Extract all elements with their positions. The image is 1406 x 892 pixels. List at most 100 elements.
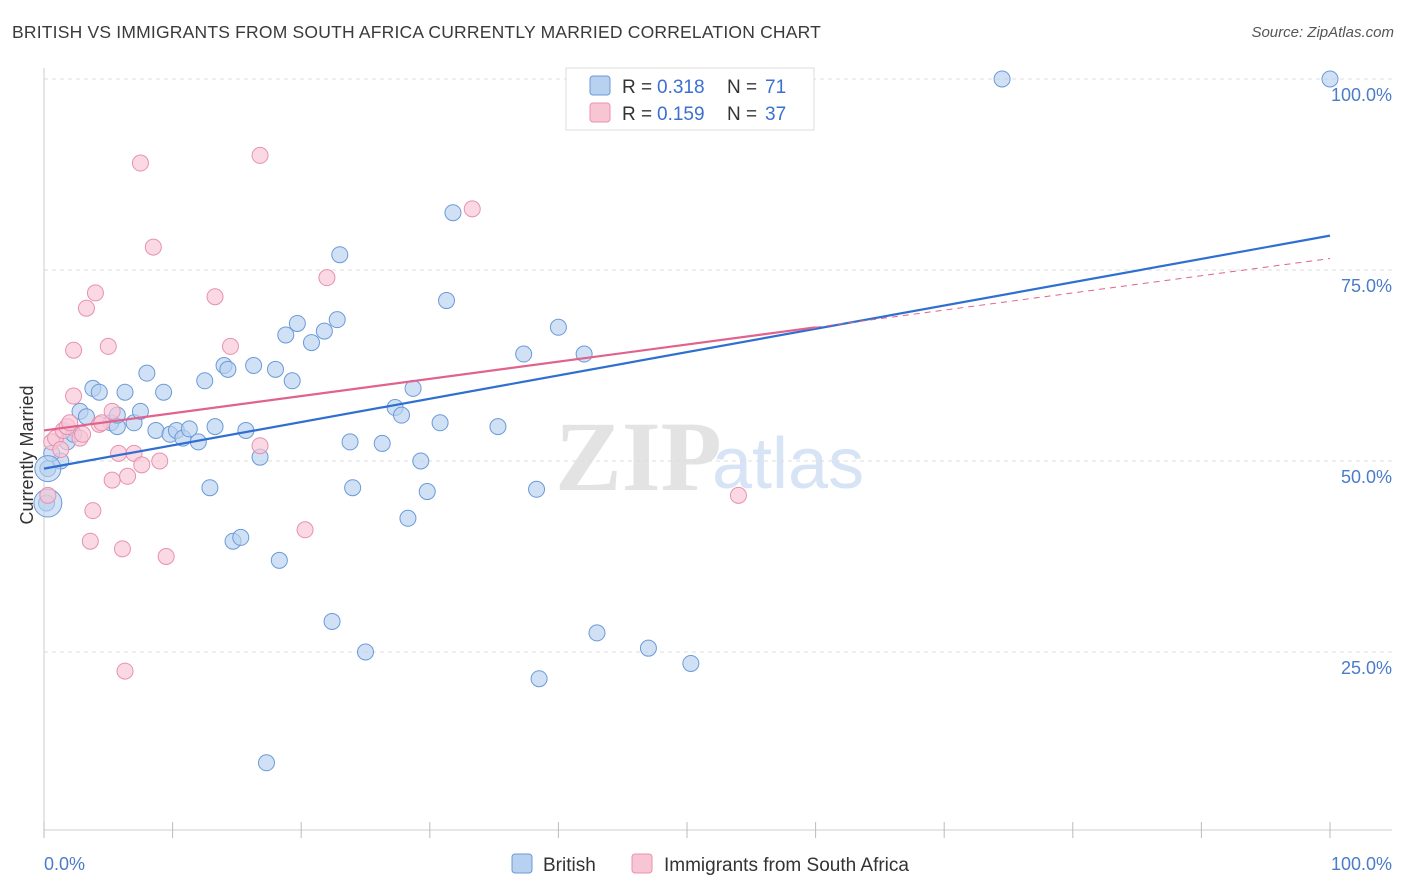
legend-n-value-south-africa: 37 xyxy=(765,104,786,125)
y-axis-title: Currently Married xyxy=(17,385,37,524)
y-tick-label: 25.0% xyxy=(1341,658,1392,678)
british-point xyxy=(201,479,219,497)
series-legend-label-south-africa: Immigrants from South Africa xyxy=(664,855,909,876)
british-point xyxy=(549,318,567,336)
british-point xyxy=(219,360,237,378)
british-point xyxy=(588,624,606,642)
british-point xyxy=(266,360,284,378)
south-africa-point xyxy=(144,238,162,256)
south-africa-trendline xyxy=(43,326,816,432)
british-point xyxy=(138,364,156,382)
south-africa-point xyxy=(119,467,137,485)
british-point xyxy=(393,406,411,424)
south-africa-point xyxy=(113,540,131,558)
correlation-legend: R = 0.318 N = 71 R = 0.159 N = 37 xyxy=(565,67,815,131)
y-tick-label: 100.0% xyxy=(1331,85,1392,105)
south-africa-trendline-extension xyxy=(815,258,1331,328)
british-point xyxy=(257,754,275,772)
british-point xyxy=(131,402,149,420)
british-point xyxy=(270,551,288,569)
south-africa-point xyxy=(318,269,336,287)
british-point xyxy=(323,612,341,630)
series-legend-label-british: British xyxy=(543,855,596,876)
south-africa-point xyxy=(729,486,747,504)
british-point xyxy=(438,292,456,310)
south-africa-point xyxy=(65,341,83,359)
south-africa-point xyxy=(65,387,83,405)
series-legend: British Immigrants from South Africa xyxy=(511,853,909,876)
british-point xyxy=(1321,70,1339,88)
legend-n-label-south-africa: N = xyxy=(727,104,757,125)
legend-r-value-south-africa: 0.159 xyxy=(657,104,705,125)
y-tick-label: 75.0% xyxy=(1341,276,1392,296)
legend-r-label-british: R = xyxy=(622,77,652,98)
watermark: ZIP atlas xyxy=(555,401,864,512)
south-africa-point xyxy=(296,521,314,539)
legend-swatch-british xyxy=(589,75,611,96)
british-point xyxy=(90,383,108,401)
british-point xyxy=(206,418,224,436)
south-africa-point xyxy=(151,452,169,470)
british-point xyxy=(357,643,374,661)
x-ticks xyxy=(43,822,1331,838)
south-africa-point xyxy=(116,662,134,680)
x-tick-label-max: 100.0% xyxy=(1331,854,1392,874)
british-point xyxy=(196,372,214,390)
south-africa-point xyxy=(157,548,175,565)
british-point xyxy=(418,483,436,501)
south-africa-point xyxy=(251,437,269,455)
british-point xyxy=(993,70,1011,88)
south-africa-point xyxy=(206,288,224,306)
british-point xyxy=(489,418,507,436)
south-africa-point xyxy=(131,154,149,172)
legend-n-label-british: N = xyxy=(727,77,757,98)
british-point xyxy=(682,654,700,672)
british-point xyxy=(444,204,462,222)
british-point xyxy=(283,372,301,390)
legend-r-label-south-africa: R = xyxy=(622,104,652,125)
axes xyxy=(43,68,1392,831)
south-africa-point xyxy=(86,284,104,302)
south-africa-point xyxy=(52,441,70,459)
south-africa-point xyxy=(81,532,99,550)
south-africa-point xyxy=(221,337,239,355)
british-point xyxy=(639,639,657,657)
south-africa-point xyxy=(99,337,117,355)
british-point xyxy=(530,670,548,688)
south-africa-point xyxy=(84,502,102,520)
chart-title: BRITISH VS IMMIGRANTS FROM SOUTH AFRICA … xyxy=(12,22,822,42)
british-point xyxy=(528,480,546,498)
british-point xyxy=(288,314,306,332)
series-legend-swatch-british xyxy=(511,853,533,874)
x-tick-label-min: 0.0% xyxy=(44,854,85,874)
british-point xyxy=(373,434,391,452)
british-point xyxy=(245,357,263,374)
south-africa-points xyxy=(39,146,747,680)
y-tick-labels: 25.0% 50.0% 75.0% 100.0% xyxy=(1331,85,1392,678)
south-africa-point xyxy=(133,456,151,474)
y-tick-label: 50.0% xyxy=(1341,467,1392,487)
watermark-zip: ZIP xyxy=(555,401,722,512)
british-trendline xyxy=(43,234,1331,470)
british-point xyxy=(277,326,295,344)
british-point xyxy=(116,383,134,401)
south-africa-point xyxy=(103,402,121,420)
series-legend-swatch-south-africa xyxy=(631,853,653,874)
british-point xyxy=(331,246,349,264)
british-point xyxy=(412,452,430,470)
british-point xyxy=(328,311,346,329)
british-point xyxy=(155,383,173,401)
south-africa-point xyxy=(103,471,121,489)
south-africa-point xyxy=(74,425,92,443)
trendlines xyxy=(43,234,1331,470)
british-point xyxy=(399,509,417,527)
legend-swatch-south-africa xyxy=(589,102,611,123)
south-africa-point xyxy=(251,146,269,164)
legend-n-value-british: 71 xyxy=(765,77,786,98)
source-label: Source: ZipAtlas.com xyxy=(1251,24,1394,41)
british-point xyxy=(302,334,320,352)
south-africa-point xyxy=(77,299,95,317)
british-point xyxy=(315,322,333,340)
south-africa-point xyxy=(39,486,57,504)
